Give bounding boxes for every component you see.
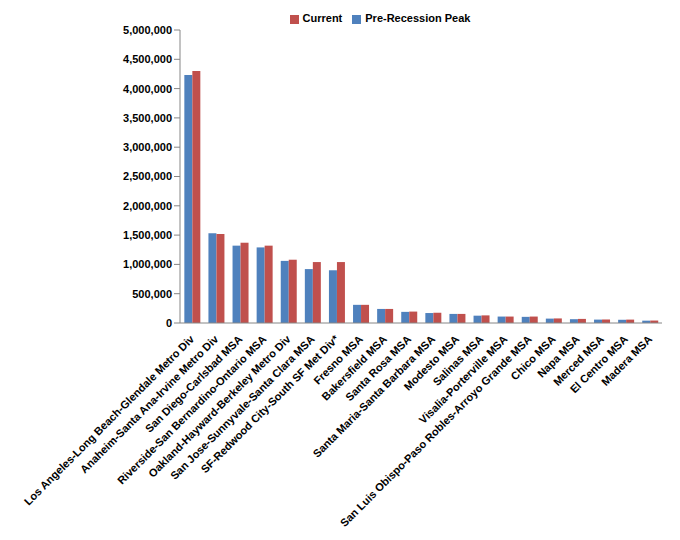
svg-text:San Luis Obispo-Paso Robles-Ar: San Luis Obispo-Paso Robles-Arroyo Grand… bbox=[338, 333, 534, 529]
svg-text:4,000,000: 4,000,000 bbox=[123, 83, 172, 95]
svg-text:500,000: 500,000 bbox=[132, 288, 172, 300]
svg-text:3,500,000: 3,500,000 bbox=[123, 112, 172, 124]
svg-text:El Centro MSA: El Centro MSA bbox=[567, 332, 631, 396]
svg-text:Modesto MSA: Modesto MSA bbox=[401, 332, 462, 393]
svg-text:Santa Maria-Santa Barbara MSA: Santa Maria-Santa Barbara MSA bbox=[310, 332, 438, 460]
svg-text:San Jose-Sunnyvale-Santa Clara: San Jose-Sunnyvale-Santa Clara MSA bbox=[168, 333, 317, 482]
svg-text:2,000,000: 2,000,000 bbox=[123, 200, 172, 212]
svg-text:Visalia-Porterville MSA: Visalia-Porterville MSA bbox=[417, 333, 510, 426]
svg-text:1,000,000: 1,000,000 bbox=[123, 258, 172, 270]
svg-text:Bakersfield MSA: Bakersfield MSA bbox=[319, 332, 390, 403]
svg-text:Madera MSA: Madera MSA bbox=[599, 333, 654, 388]
svg-text:Riverside-San Bernardino-Ontar: Riverside-San Bernardino-Ontario MSA bbox=[114, 332, 269, 487]
svg-text:4,500,000: 4,500,000 bbox=[123, 53, 172, 65]
svg-text:Napa MSA: Napa MSA bbox=[534, 332, 582, 380]
svg-text:San Diego-Carlsbad MSA: San Diego-Carlsbad MSA bbox=[142, 332, 245, 435]
svg-text:1,500,000: 1,500,000 bbox=[123, 229, 172, 241]
svg-text:0: 0 bbox=[166, 317, 172, 329]
svg-text:5,000,000: 5,000,000 bbox=[123, 24, 172, 36]
svg-text:Oakland-Hayward-Berkeley Metro: Oakland-Hayward-Berkeley Metro Div bbox=[145, 332, 293, 480]
svg-text:Los Angeles-Long Beach-Glendal: Los Angeles-Long Beach-Glendale Metro Di… bbox=[22, 332, 197, 507]
html-text:Current: Current bbox=[302, 12, 343, 24]
svg-text:Chico MSA: Chico MSA bbox=[508, 332, 558, 383]
svg-text:Salinas MSA: Salinas MSA bbox=[430, 332, 486, 388]
svg-text:Merced MSA: Merced MSA bbox=[550, 332, 606, 388]
svg-text:Santa Rosa MSA: Santa Rosa MSA bbox=[342, 332, 414, 404]
svg-text:3,000,000: 3,000,000 bbox=[123, 141, 172, 153]
svg-text:Fresno MSA: Fresno MSA bbox=[311, 332, 365, 387]
svg-text:2,500,000: 2,500,000 bbox=[123, 170, 172, 182]
svg-text:Anaheim-Santa Ana-Irvine Metro: Anaheim-Santa Ana-Irvine Metro Div bbox=[77, 332, 221, 476]
svg-text:SF-Redwood City-South SF Met D: SF-Redwood City-South SF Met Div* bbox=[198, 332, 341, 476]
html-text:Pre-Recession Peak: Pre-Recession Peak bbox=[365, 12, 471, 24]
